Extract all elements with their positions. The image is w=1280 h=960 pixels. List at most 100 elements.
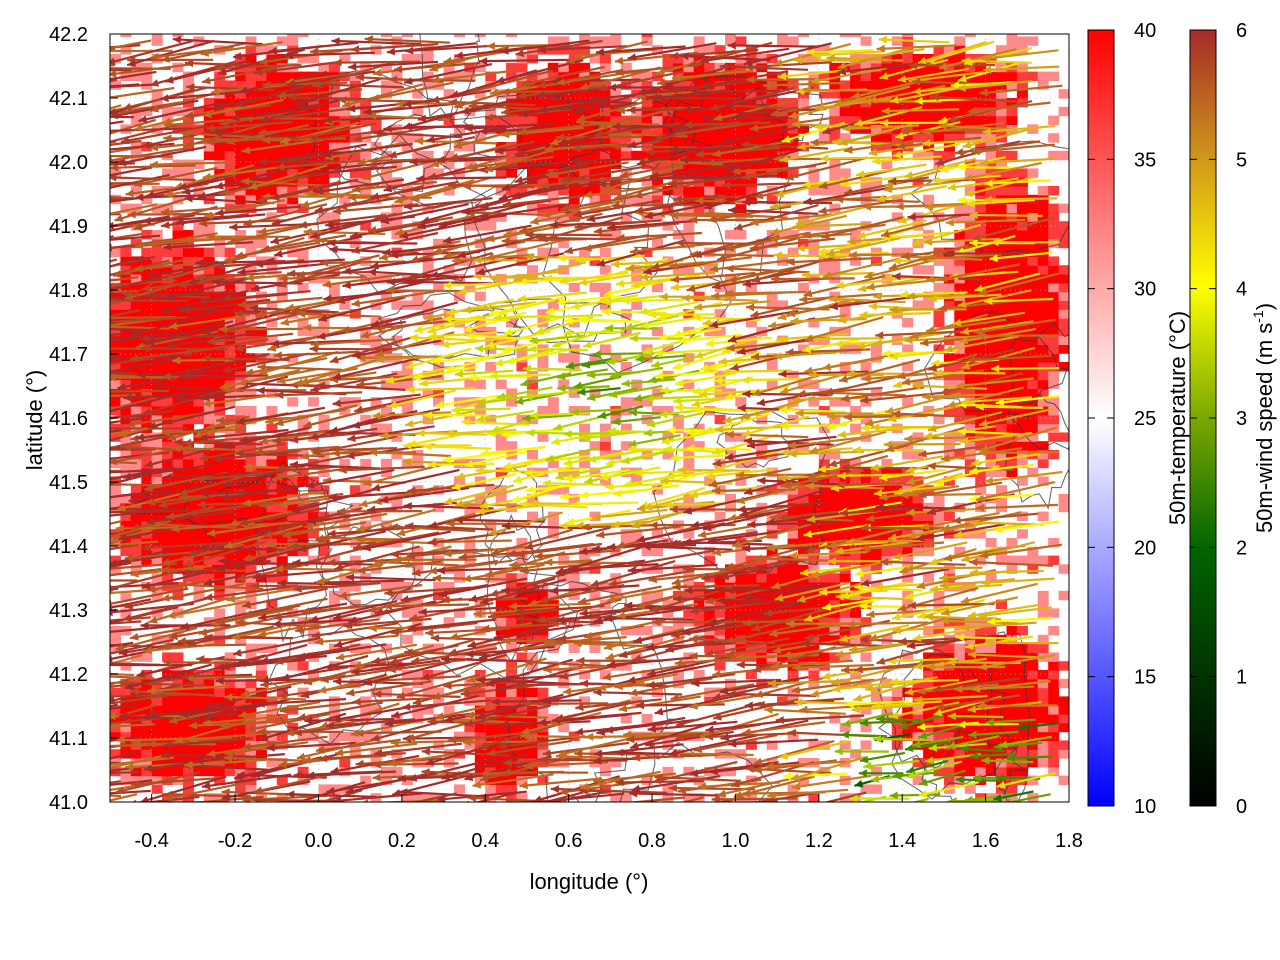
- temperature-cell: [162, 450, 174, 460]
- temperature-cell: [923, 62, 935, 73]
- temperature-cell: [537, 758, 549, 768]
- temperature-cell: [151, 300, 163, 310]
- temperature-cell: [1058, 344, 1069, 354]
- wind-vector-head: [150, 52, 160, 61]
- temperature-cell: [1048, 555, 1060, 565]
- temperature-cell: [1027, 705, 1039, 715]
- temperature-cell: [120, 590, 132, 601]
- temperature-cell: [224, 740, 236, 750]
- temperature-cell: [1069, 353, 1080, 362]
- temperature-cell: [474, 722, 486, 733]
- temperature-cell: [516, 555, 528, 565]
- temperature-cell: [464, 362, 476, 372]
- temperature-cell: [464, 722, 476, 733]
- temperature-cell: [495, 766, 507, 777]
- temperature-cell: [996, 494, 1007, 504]
- temperature-cell: [245, 326, 257, 337]
- wind-vector-head: [140, 334, 149, 343]
- temperature-cell: [870, 494, 882, 504]
- temperature-cell: [975, 247, 987, 257]
- temperature-cell: [943, 353, 955, 363]
- temperature-cell: [933, 670, 945, 680]
- temperature-cell: [964, 722, 976, 733]
- temperature-cell: [1016, 362, 1028, 372]
- temperature-cell: [1037, 555, 1049, 565]
- wind-vector-head: [125, 189, 134, 198]
- temperature-cell: [1016, 230, 1028, 240]
- temperature-cell: [943, 265, 955, 275]
- temperature-cell: [1058, 740, 1069, 750]
- wind-vector-shaft: [110, 196, 135, 200]
- temperature-cell: [1006, 291, 1018, 301]
- temperature-cell: [912, 432, 924, 442]
- temperature-cell: [766, 379, 778, 389]
- temperature-cell: [943, 714, 955, 724]
- temperature-cell: [860, 617, 872, 627]
- temperature-cell: [860, 652, 872, 662]
- temperature-cell: [287, 133, 299, 143]
- temperature-cell: [537, 309, 549, 319]
- temperature-cell: [245, 766, 257, 777]
- temperature-cell: [777, 159, 789, 169]
- wind-vector-head: [137, 370, 146, 379]
- wind-vector-head: [160, 306, 170, 315]
- temperature-cell: [1006, 36, 1018, 46]
- temperature-cell: [996, 458, 1007, 469]
- temperature-cell: [808, 793, 820, 802]
- wind-vector-head: [115, 643, 125, 652]
- temperature-cell: [287, 511, 299, 521]
- wind-vector-head: [100, 297, 108, 305]
- temperature-cell: [1027, 749, 1039, 759]
- temperature-cell: [214, 282, 226, 293]
- wind-vector-head: [132, 739, 141, 748]
- wind-vector-head: [241, 177, 250, 186]
- temperature-cell: [568, 467, 580, 477]
- temperature-cell: [568, 115, 580, 125]
- temperature-cell: [381, 775, 392, 785]
- temperature-cell: [120, 379, 132, 389]
- temperature-cell: [235, 599, 247, 609]
- temperature-cell: [818, 133, 830, 143]
- wind-vector-shaft: [174, 307, 265, 314]
- temperature-cell: [255, 476, 267, 486]
- temperature-cell: [923, 749, 935, 759]
- temperature-cell: [214, 793, 226, 802]
- wind-vector-shaft: [163, 241, 254, 249]
- temperature-cell: [266, 388, 278, 398]
- temperature-cell: [964, 758, 976, 768]
- wind-vector-head: [52, 455, 60, 463]
- temperature-cell: [141, 318, 153, 328]
- temperature-cell: [214, 546, 226, 557]
- temperature-cell: [401, 142, 413, 152]
- temperature-cell: [495, 467, 507, 477]
- temperature-cell: [662, 150, 674, 161]
- wind-vector-head: [215, 677, 224, 685]
- temperature-cell: [547, 714, 559, 724]
- wind-vector-shaft: [186, 85, 275, 92]
- temperature-cell: [183, 705, 194, 715]
- temperature-cell: [870, 476, 882, 486]
- temperature-cell: [912, 80, 924, 90]
- temperature-cell: [714, 414, 726, 425]
- temperature-cell: [599, 423, 611, 433]
- temperature-cell: [568, 282, 580, 293]
- temperature-cell: [464, 397, 476, 407]
- temperature-cell: [162, 379, 174, 389]
- temperature-cell: [255, 80, 267, 90]
- temperature-cell: [881, 98, 893, 108]
- wind-vector-head: [117, 801, 119, 802]
- temperature-cell: [381, 643, 392, 653]
- temperature-cell: [495, 485, 507, 495]
- temperature-cell: [985, 652, 997, 662]
- wind-vector-head: [124, 682, 134, 690]
- temperature-cell: [652, 406, 663, 416]
- temperature-cell: [975, 265, 987, 275]
- temperature-cell: [203, 370, 215, 381]
- temperature-cell: [245, 247, 257, 257]
- temperature-cell: [693, 115, 705, 125]
- temperature-cell: [641, 670, 653, 680]
- temperature-cell: [672, 212, 684, 222]
- temperature-cell: [745, 186, 757, 196]
- temperature-cell: [631, 626, 643, 636]
- wind-vector-head: [76, 182, 84, 190]
